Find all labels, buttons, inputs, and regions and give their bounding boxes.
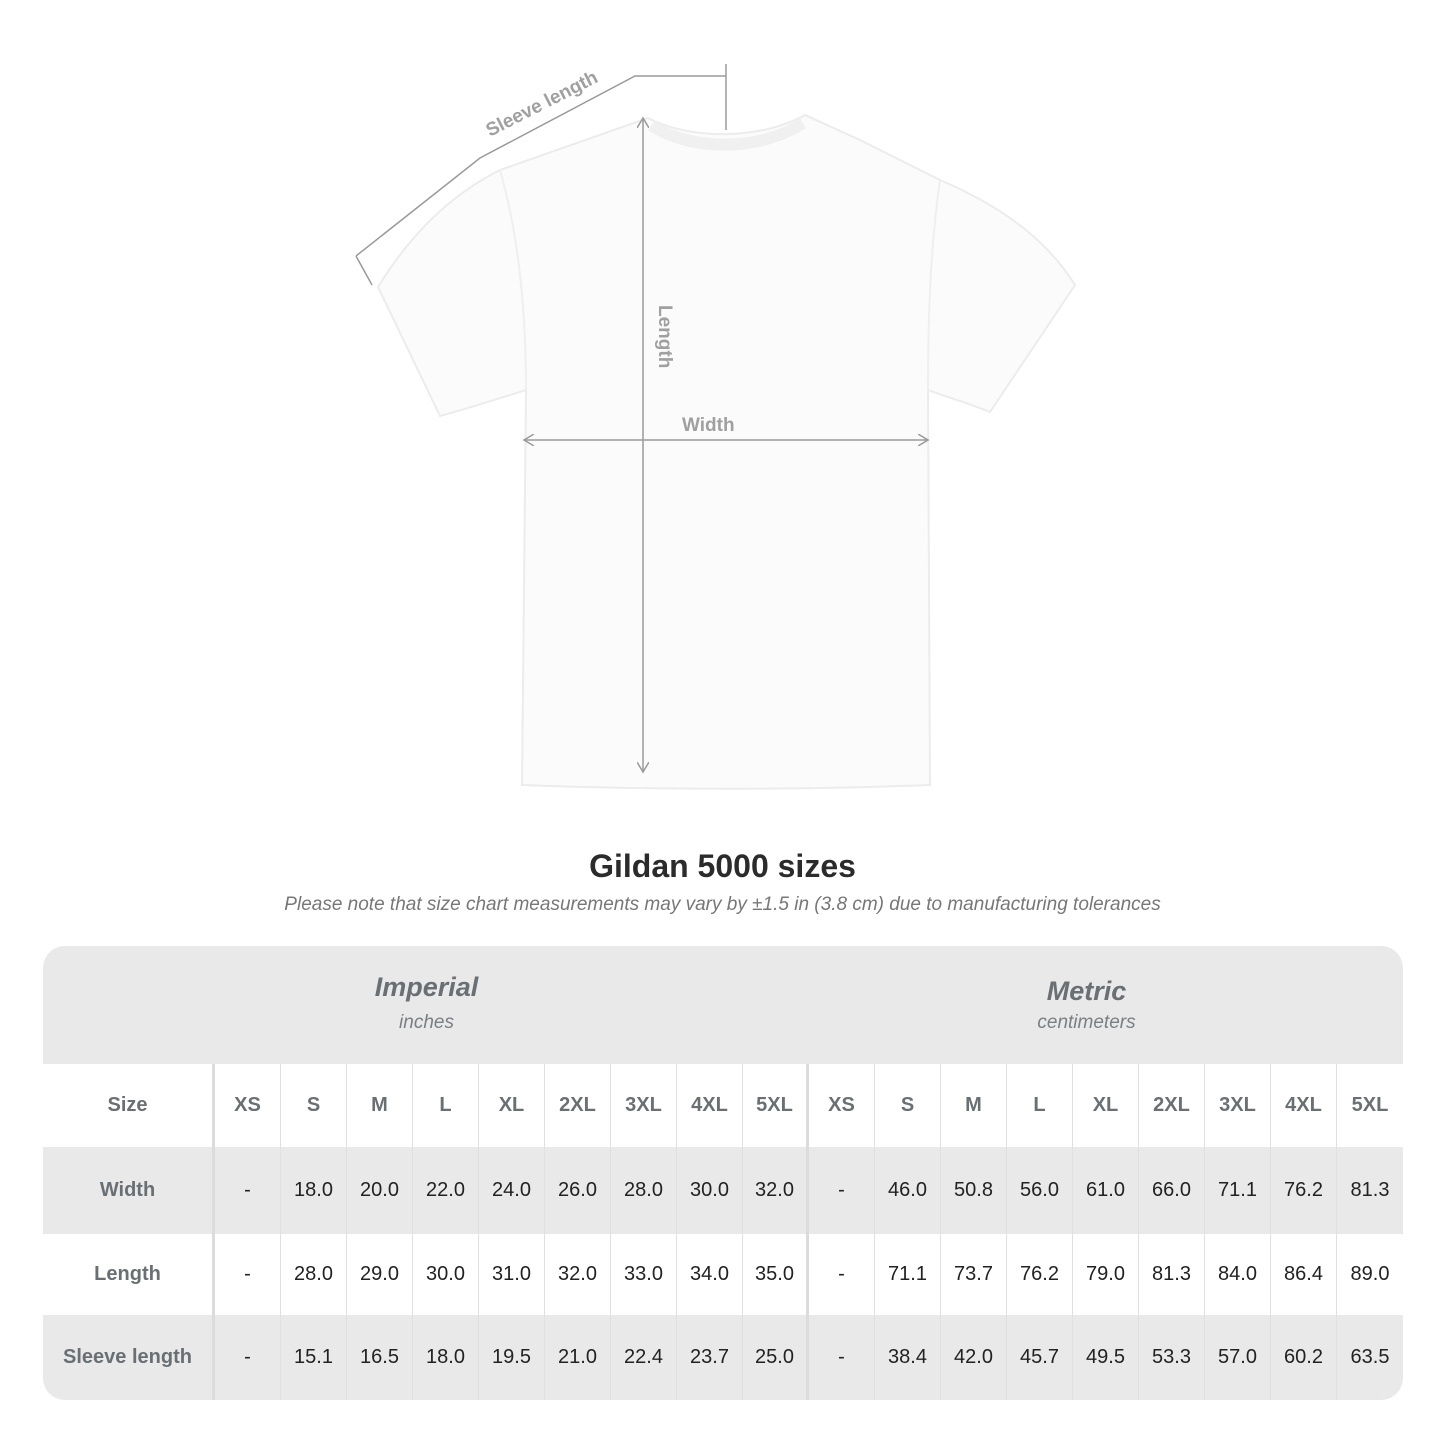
value-cell-imperial: 25.0 [743, 1315, 809, 1400]
size-header-metric: L [1007, 1064, 1073, 1147]
size-header-imperial: 2XL [545, 1064, 611, 1147]
value-cell-imperial: 32.0 [743, 1147, 809, 1234]
imperial-unit: inches [399, 1012, 454, 1033]
value-cell-metric: 76.2 [1007, 1234, 1073, 1315]
value-cell-metric: 49.5 [1073, 1315, 1139, 1400]
metric-title: Metric [1046, 976, 1127, 1006]
table-row: Length -28.0 29.0 30.0 31.0 32.0 33.0 34.0 35.0-… [43, 1234, 1403, 1315]
table-row: Width -18.0 20.0 22.0 24.0 26.0 28.0 30.0 32.0-4… [43, 1147, 1403, 1234]
value-cell-imperial: 30.0 [413, 1234, 479, 1315]
size-header-imperial: S [281, 1064, 347, 1147]
value-cell-imperial: 34.0 [677, 1234, 743, 1315]
imperial-title: Imperial [374, 972, 479, 1002]
value-cell-metric: 73.7 [941, 1234, 1007, 1315]
size-header-imperial: XS [215, 1064, 281, 1147]
imperial-header: Imperial inches [43, 946, 810, 1064]
value-cell-metric: 71.1 [1205, 1147, 1271, 1234]
size-header-row: Size XS S M L XL 2XL 3XL 4XL 5XL XS S M L XL 2XL 3XL 4XL 5… [43, 1064, 1403, 1147]
length-label: Length [654, 305, 675, 368]
tolerance-note: Please note that size chart measurements… [284, 894, 1161, 915]
value-cell-metric: 66.0 [1139, 1147, 1205, 1234]
value-cell-metric: 71.1 [875, 1234, 941, 1315]
row-label: Size [43, 1064, 215, 1147]
size-header-metric: 5XL [1351, 1094, 1389, 1116]
value-cell-metric: - [809, 1234, 875, 1315]
value-cell-imperial: 32.0 [545, 1234, 611, 1315]
size-header-imperial: L [413, 1064, 479, 1147]
value-cell-metric: 86.4 [1271, 1234, 1337, 1315]
value-cell-metric: 81.3 [1350, 1179, 1390, 1201]
size-header-metric: XS [809, 1064, 875, 1147]
size-header-imperial: M [347, 1064, 413, 1147]
value-cell-imperial: 19.5 [479, 1315, 545, 1400]
table-row: Sleeve length -15.1 16.5 18.0 19.5 21.0 22.4 23… [43, 1315, 1403, 1400]
value-cell-metric: - [809, 1315, 875, 1400]
row-label: Length [43, 1234, 215, 1315]
value-cell-metric: 45.7 [1007, 1315, 1073, 1400]
value-cell-imperial: 26.0 [545, 1147, 611, 1234]
value-cell-imperial: 18.0 [413, 1315, 479, 1400]
value-cell-imperial: 16.5 [347, 1315, 413, 1400]
value-cell-imperial: 30.0 [677, 1147, 743, 1234]
sleeve-measure-line [355, 75, 726, 257]
value-cell-metric: 84.0 [1205, 1234, 1271, 1315]
value-cell-metric: 56.0 [1007, 1147, 1073, 1234]
value-cell-metric: 38.4 [875, 1315, 941, 1400]
value-cell-imperial: 28.0 [281, 1234, 347, 1315]
value-cell-imperial: - [215, 1147, 281, 1234]
value-cell-imperial: 24.0 [479, 1147, 545, 1234]
metric-header: Metric centimeters [810, 946, 1403, 1064]
size-header-imperial: XL [479, 1064, 545, 1147]
value-cell-imperial: 23.7 [677, 1315, 743, 1400]
page-title: Gildan 5000 sizes [589, 848, 856, 884]
value-cell-imperial: 31.0 [479, 1234, 545, 1315]
value-cell-imperial: 22.4 [611, 1315, 677, 1400]
value-cell-metric: 81.3 [1139, 1234, 1205, 1315]
size-header-imperial: 4XL [677, 1064, 743, 1147]
metric-unit: centimeters [1037, 1012, 1136, 1033]
value-cell-imperial: 33.0 [611, 1234, 677, 1315]
value-cell-imperial: - [215, 1315, 281, 1400]
value-cell-metric: 79.0 [1073, 1234, 1139, 1315]
value-cell-metric: 57.0 [1205, 1315, 1271, 1400]
size-header-metric: M [941, 1064, 1007, 1147]
value-cell-imperial: 20.0 [347, 1147, 413, 1234]
value-cell-metric: 89.0 [1350, 1263, 1390, 1285]
size-header-metric: 4XL [1271, 1064, 1337, 1147]
size-header-imperial: 5XL [743, 1064, 809, 1147]
value-cell-imperial: 29.0 [347, 1234, 413, 1315]
value-cell-metric: 61.0 [1073, 1147, 1139, 1234]
size-header-metric: 3XL [1205, 1064, 1271, 1147]
size-header-metric: S [875, 1064, 941, 1147]
value-cell-metric: 46.0 [875, 1147, 941, 1234]
value-cell-imperial: 21.0 [545, 1315, 611, 1400]
value-cell-metric: 42.0 [941, 1315, 1007, 1400]
size-header-metric: 2XL [1139, 1064, 1205, 1147]
value-cell-metric: 63.5 [1350, 1346, 1390, 1368]
value-cell-imperial: 15.1 [281, 1315, 347, 1400]
size-header-metric: XL [1073, 1064, 1139, 1147]
tshirt-shape [376, 113, 1077, 790]
value-cell-imperial: 22.0 [413, 1147, 479, 1234]
size-chart-table: Imperial inches Metric centimeters Size X… [43, 946, 1403, 1400]
value-cell-imperial: - [215, 1234, 281, 1315]
value-cell-metric: 50.8 [941, 1147, 1007, 1234]
row-label: Sleeve length [43, 1315, 215, 1400]
tshirt-diagram: Sleeve length Length Width [355, 64, 1077, 790]
sleeve-length-label: Sleeve length [483, 67, 602, 141]
value-cell-imperial: 28.0 [611, 1147, 677, 1234]
width-label: Width [682, 415, 735, 436]
row-label: Width [43, 1147, 215, 1234]
value-cell-metric: 60.2 [1271, 1315, 1337, 1400]
value-cell-metric: - [809, 1147, 875, 1234]
value-cell-imperial: 35.0 [743, 1234, 809, 1315]
value-cell-imperial: 18.0 [281, 1147, 347, 1234]
value-cell-metric: 53.3 [1139, 1315, 1205, 1400]
size-header-imperial: 3XL [611, 1064, 677, 1147]
value-cell-metric: 76.2 [1271, 1147, 1337, 1234]
